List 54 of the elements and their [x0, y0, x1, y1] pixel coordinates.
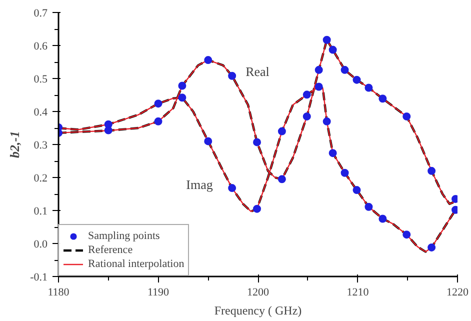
point	[402, 112, 411, 120]
point	[204, 56, 212, 64]
point	[340, 168, 349, 177]
point	[340, 66, 349, 74]
legend-label: Rational interpolation	[88, 257, 184, 271]
point	[322, 36, 331, 44]
point	[278, 175, 286, 184]
point	[302, 112, 311, 120]
point	[253, 204, 262, 213]
y-tick-label: 0.3	[34, 140, 48, 152]
point	[228, 72, 236, 80]
y-tick-label: 0.1	[34, 206, 48, 218]
point	[364, 202, 373, 211]
point	[428, 166, 436, 175]
y-tick-label: 0.6	[34, 40, 48, 52]
x-tick-label: 1180	[48, 286, 70, 298]
point	[178, 94, 186, 102]
x-tick-label: 1210	[346, 286, 370, 298]
point	[352, 76, 361, 84]
point	[378, 214, 387, 223]
y-tick-label: -0.1	[30, 272, 48, 284]
x-tick-label: 1220	[446, 286, 469, 298]
point	[204, 137, 212, 146]
point	[378, 94, 387, 103]
y-tick-label: 0.2	[34, 172, 48, 184]
point	[104, 120, 112, 128]
point	[328, 149, 337, 158]
point	[314, 66, 323, 74]
point	[302, 90, 311, 99]
point	[402, 230, 411, 239]
point	[253, 138, 262, 146]
point	[278, 127, 286, 136]
y-tick-label: 0.0	[34, 238, 48, 250]
point	[328, 46, 337, 54]
x-axis-title: Frequency ( GHz)	[214, 304, 302, 318]
point	[314, 82, 323, 91]
legend-label: Reference	[88, 243, 133, 257]
point	[352, 186, 361, 194]
y-tick-label: 0.7	[34, 8, 48, 20]
point	[154, 117, 162, 126]
point	[228, 184, 236, 192]
y-tick-label: 0.5	[34, 74, 48, 86]
point	[154, 100, 162, 108]
y-axis-title: b2,-1	[7, 130, 22, 158]
y-tick-label: 0.4	[34, 106, 48, 118]
annotation: Imag	[186, 177, 214, 192]
x-tick-label: 1200	[247, 286, 270, 298]
point	[364, 84, 373, 92]
point	[322, 117, 331, 126]
point	[428, 243, 436, 252]
legend-label: Sampling points	[88, 229, 160, 243]
point	[178, 82, 186, 90]
annotation: Real	[246, 64, 270, 79]
x-tick-label: 1190	[147, 286, 170, 298]
